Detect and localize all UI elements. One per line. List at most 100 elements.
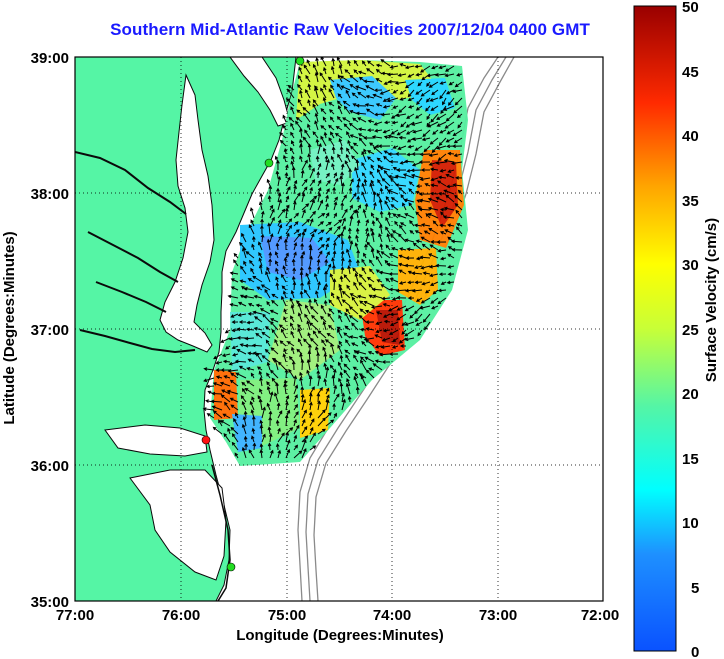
velocity-arrow [343, 123, 351, 131]
velocity-arrow [323, 378, 327, 387]
velocity-arrow [255, 332, 263, 339]
velocity-arrow [387, 305, 399, 312]
velocity-arrow [212, 426, 223, 435]
velocity-arrow [308, 392, 313, 403]
velocity-arrow [314, 298, 319, 307]
velocity-arrow [244, 336, 255, 341]
velocity-arrow [346, 248, 351, 259]
velocity-arrow [342, 100, 351, 107]
velocity-arrow [358, 314, 367, 323]
velocity-arrow [392, 145, 399, 149]
velocity-arrow [410, 173, 423, 179]
velocity-arrow [320, 87, 327, 99]
velocity-arrow [309, 218, 314, 227]
y-axis-ticks: 39:00 38:00 37:00 36:00 35:00 [31, 50, 69, 611]
velocity-arrow [344, 69, 351, 75]
velocity-arrow [328, 88, 335, 99]
velocity-arrow [421, 137, 431, 142]
velocity-arrow [314, 86, 319, 99]
velocity-arrow [446, 184, 455, 189]
velocity-arrow [243, 286, 255, 291]
velocity-arrow [301, 231, 306, 243]
velocity-arrow [347, 139, 351, 147]
velocity-arrow [385, 195, 391, 203]
velocity-arrow [436, 113, 447, 120]
velocity-arrow [279, 132, 287, 139]
velocity-arrow [345, 308, 351, 315]
velocity-arrow [317, 400, 321, 411]
velocity-arrow [355, 209, 359, 219]
velocity-arrow [439, 81, 447, 85]
velocity-arrow [268, 416, 273, 427]
velocity-arrow [430, 177, 439, 182]
colorbar-tick-label: 25 [682, 322, 699, 339]
velocity-arrow [322, 96, 327, 107]
velocity-arrow [277, 224, 283, 235]
velocity-arrow [271, 293, 279, 299]
velocity-arrow [396, 213, 407, 219]
velocity-arrow [343, 363, 351, 371]
velocity-arrow [299, 143, 303, 155]
velocity-arrow [288, 368, 295, 379]
velocity-arrow [333, 412, 337, 419]
velocity-arrow [407, 97, 415, 102]
velocity-arrow [215, 375, 223, 380]
velocity-arrow [416, 199, 423, 203]
x-tick-label: 74:00 [373, 607, 411, 624]
velocity-arrow [431, 145, 439, 154]
velocity-arrow [404, 263, 415, 268]
colorbar-tick-label: 20 [682, 386, 699, 403]
velocity-arrow [260, 233, 265, 243]
velocity-arrow [374, 359, 383, 363]
velocity-arrow [307, 99, 311, 107]
velocity-arrow [406, 113, 415, 119]
velocity-arrow [436, 145, 447, 150]
velocity-arrow [297, 83, 303, 91]
velocity-arrow [418, 207, 431, 212]
velocity-arrow [361, 60, 367, 67]
velocity-arrow [408, 188, 415, 195]
velocity-arrow [368, 294, 375, 299]
velocity-arrow [331, 374, 336, 387]
velocity-arrow [368, 259, 375, 267]
velocity-arrow [287, 84, 295, 91]
velocity-arrow [392, 105, 399, 109]
x-tick-label: 77:00 [56, 607, 94, 624]
velocity-arrow [240, 395, 247, 403]
velocity-arrow [243, 260, 247, 267]
velocity-arrow [340, 257, 345, 267]
velocity-arrow [418, 198, 431, 203]
velocity-arrow [428, 227, 439, 235]
velocity-arrow [247, 278, 255, 283]
velocity-arrow [322, 346, 327, 355]
velocity-arrow [251, 235, 256, 243]
velocity-arrow [348, 314, 359, 323]
velocity-arrow [332, 241, 337, 251]
velocity-arrow [270, 318, 279, 323]
velocity-arrow [314, 71, 319, 83]
velocity-arrow [317, 162, 322, 171]
velocity-arrow [341, 208, 348, 219]
velocity-arrow [330, 131, 335, 139]
velocity-arrow [338, 64, 343, 75]
y-tick-label: 37:00 [31, 322, 69, 339]
velocity-arrow [301, 398, 307, 411]
velocity-arrow [325, 394, 330, 403]
velocity-arrow [218, 419, 223, 427]
velocity-arrow [325, 172, 330, 179]
velocity-arrow [297, 302, 303, 315]
velocity-arrow [427, 121, 439, 128]
velocity-arrow [275, 442, 280, 451]
velocity-arrow [335, 125, 343, 131]
velocity-arrow [293, 444, 299, 451]
velocity-arrow [352, 366, 359, 371]
velocity-arrow [365, 85, 375, 91]
velocity-arrow [444, 229, 455, 235]
velocity-arrow [212, 382, 223, 387]
velocity-arrow [426, 81, 431, 87]
velocity-arrow [317, 236, 323, 243]
velocity-arrow [395, 183, 407, 188]
velocity-arrow [293, 375, 298, 387]
velocity-arrow [247, 358, 255, 363]
velocity-arrow [375, 329, 383, 334]
